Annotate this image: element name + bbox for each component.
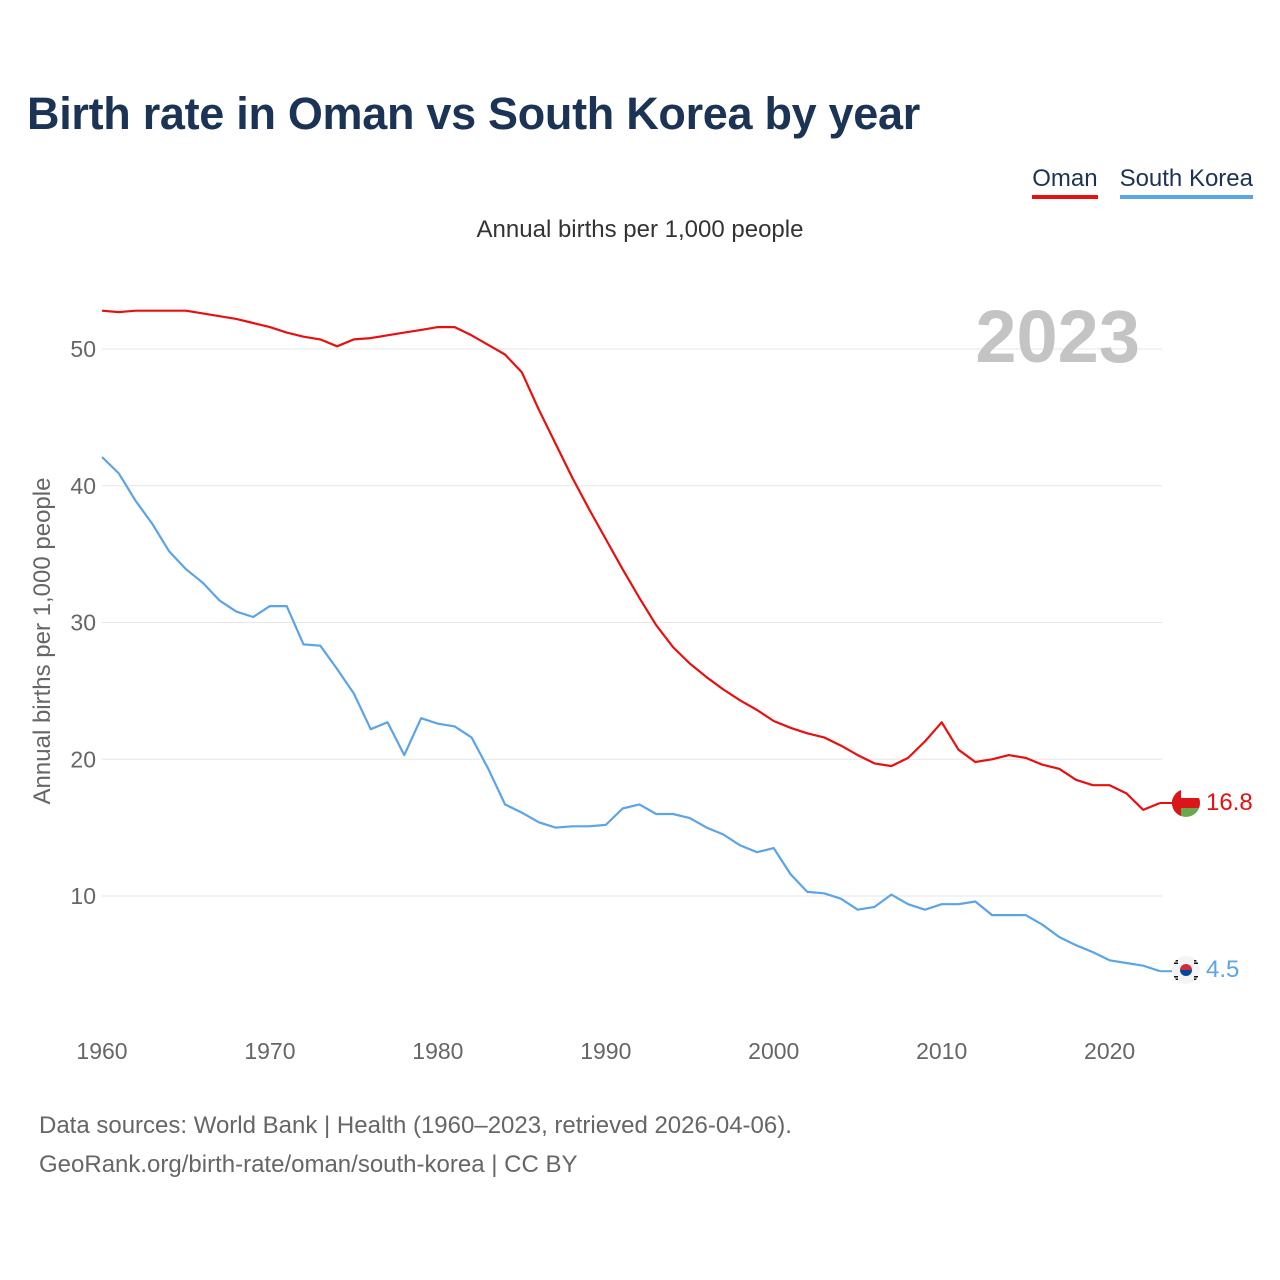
x-tick-label: 2010 [916,1038,967,1064]
x-tick-label: 1990 [580,1038,631,1064]
y-tick-label: 30 [70,610,96,636]
y-tick-label: 40 [70,473,96,499]
oman-flag-icon [1172,789,1200,817]
south-korea-flag-icon [1172,956,1200,984]
y-axis-label: Annual births per 1,000 people [29,478,56,805]
chart-title: Birth rate in Oman vs South Korea by yea… [27,88,920,139]
footer-sources: Data sources: World Bank | Health (1960–… [39,1112,792,1139]
year-watermark: 2023 [975,295,1140,378]
x-tick-label: 1960 [76,1038,127,1064]
series-line-oman [101,309,1161,811]
series-lines [101,309,1172,973]
x-tick-label: 1980 [412,1038,463,1064]
y-tick-label: 10 [70,883,96,909]
footer: Data sources: World Bank | Health (1960–… [39,1106,792,1184]
grid-lines [102,348,1162,897]
x-tick-label: 2000 [748,1038,799,1064]
series-line-south-korea [101,456,1161,973]
x-tick-label: 1970 [244,1038,295,1064]
chart-subtitle: Annual births per 1,000 people [476,216,804,243]
legend: Oman South Korea [1032,165,1253,199]
x-tick-label: 2020 [1084,1038,1135,1064]
x-axis-ticks: 1960 1970 1980 1990 2000 2010 2020 [76,1038,1135,1064]
south-korea-last-value-label: 4.5 [1206,956,1239,983]
oman-last-value-label: 16.8 [1206,789,1253,816]
y-axis-ticks: 10 20 30 40 50 [70,336,96,909]
y-tick-label: 20 [70,746,96,772]
legend-item-oman[interactable]: Oman [1032,165,1098,199]
footer-link[interactable]: GeoRank.org/birth-rate/oman/south-korea … [39,1151,578,1178]
y-tick-label: 50 [70,336,96,362]
legend-item-south-korea[interactable]: South Korea [1119,165,1253,199]
